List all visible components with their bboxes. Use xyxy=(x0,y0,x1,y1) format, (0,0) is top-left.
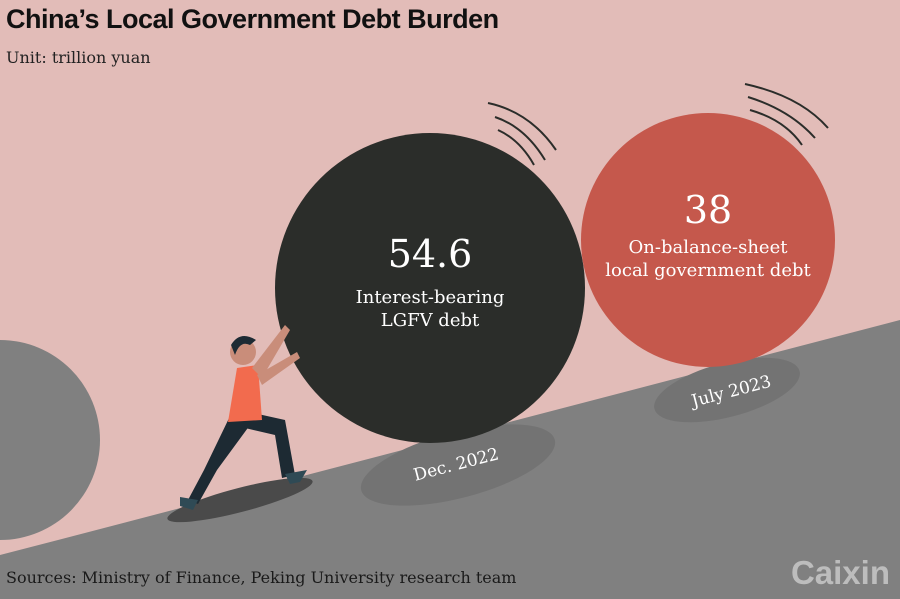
lgfv-value: 54.6 xyxy=(387,232,473,276)
motion-lines-dark xyxy=(487,102,557,166)
person-pushing xyxy=(180,325,307,510)
shadow-july-2023 xyxy=(654,357,800,423)
lgfv-bubble-text: 54.6 Interest-bearing LGFV debt xyxy=(330,232,530,332)
local-gov-value: 38 xyxy=(683,188,733,232)
local-gov-debt-bubble xyxy=(581,113,835,367)
unit-label: Unit: trillion yuan xyxy=(6,48,151,67)
lgfv-debt-bubble xyxy=(275,133,585,443)
local-gov-label-line1: On-balance-sheet xyxy=(628,237,788,258)
local-gov-label-line2: local government debt xyxy=(605,260,811,281)
lgfv-label-line1: Interest-bearing xyxy=(355,287,505,308)
chart-title: China’s Local Government Debt Burden xyxy=(6,4,499,34)
shadow-dec-2022 xyxy=(360,424,556,506)
sources-note: Sources: Ministry of Finance, Peking Uni… xyxy=(6,568,517,587)
motion-lines-red xyxy=(744,83,829,146)
caixin-logo: Caixin xyxy=(790,554,890,591)
person-shadow xyxy=(167,477,313,523)
lgfv-label-line2: LGFV debt xyxy=(380,310,480,331)
background-boulder xyxy=(0,340,100,540)
local-gov-bubble-text: 38 On-balance-sheet local government deb… xyxy=(598,188,818,282)
